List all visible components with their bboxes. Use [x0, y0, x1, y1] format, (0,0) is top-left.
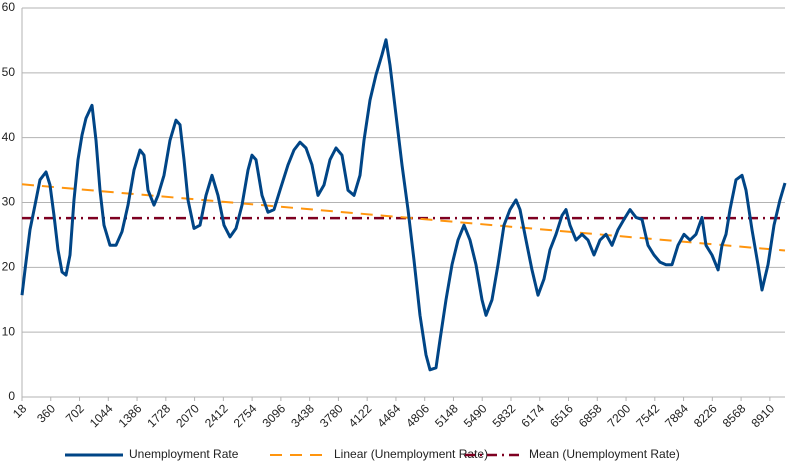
- x-tick-label: 5832: [490, 401, 519, 430]
- legend-label: Linear (Unemployment Rate): [334, 447, 488, 461]
- x-tick-label: 8226: [691, 401, 720, 430]
- x-tick-label: 4464: [375, 401, 404, 430]
- x-tick-label: 2070: [173, 401, 202, 430]
- x-tick-label: 2754: [231, 401, 260, 430]
- y-tick-label: 50: [2, 65, 16, 79]
- x-tick-label: 18: [10, 401, 30, 421]
- x-tick-label: 702: [63, 401, 87, 425]
- y-tick-label: 30: [2, 195, 16, 209]
- x-tick-label: 5490: [461, 401, 490, 430]
- x-tick-label: 6516: [547, 401, 576, 430]
- x-tick-label: 1728: [144, 401, 173, 430]
- x-tick-label: 7200: [605, 401, 634, 430]
- x-tick-label: 3438: [288, 401, 317, 430]
- x-tick-label: 1044: [87, 401, 116, 430]
- y-tick-label: 40: [2, 130, 16, 144]
- y-tick-label: 10: [2, 324, 16, 338]
- x-tick-label: 8568: [720, 401, 749, 430]
- x-tick-label: 360: [34, 401, 58, 425]
- series-line: [20, 38, 787, 372]
- y-tick-label: 20: [2, 260, 16, 274]
- x-tick-label: 7884: [662, 401, 691, 430]
- x-tick-label: 6174: [518, 401, 547, 430]
- x-tick-label: 5148: [432, 401, 461, 430]
- x-tick-label: 4806: [403, 401, 432, 430]
- legend-label: Unemployment Rate: [129, 447, 239, 461]
- x-tick-label: 3096: [259, 401, 288, 430]
- x-tick-label: 7542: [633, 401, 662, 430]
- x-tick-label: 8910: [748, 401, 777, 430]
- x-tick-label: 2412: [202, 401, 231, 430]
- y-tick-label: 0: [8, 389, 15, 403]
- x-tick-label: 1386: [116, 401, 145, 430]
- y-tick-label: 60: [2, 0, 16, 14]
- x-tick-label: 6858: [576, 401, 605, 430]
- x-tick-label: 3780: [317, 401, 346, 430]
- legend-label: Mean (Unemployment Rate): [529, 447, 680, 461]
- x-tick-label: 4122: [346, 401, 375, 430]
